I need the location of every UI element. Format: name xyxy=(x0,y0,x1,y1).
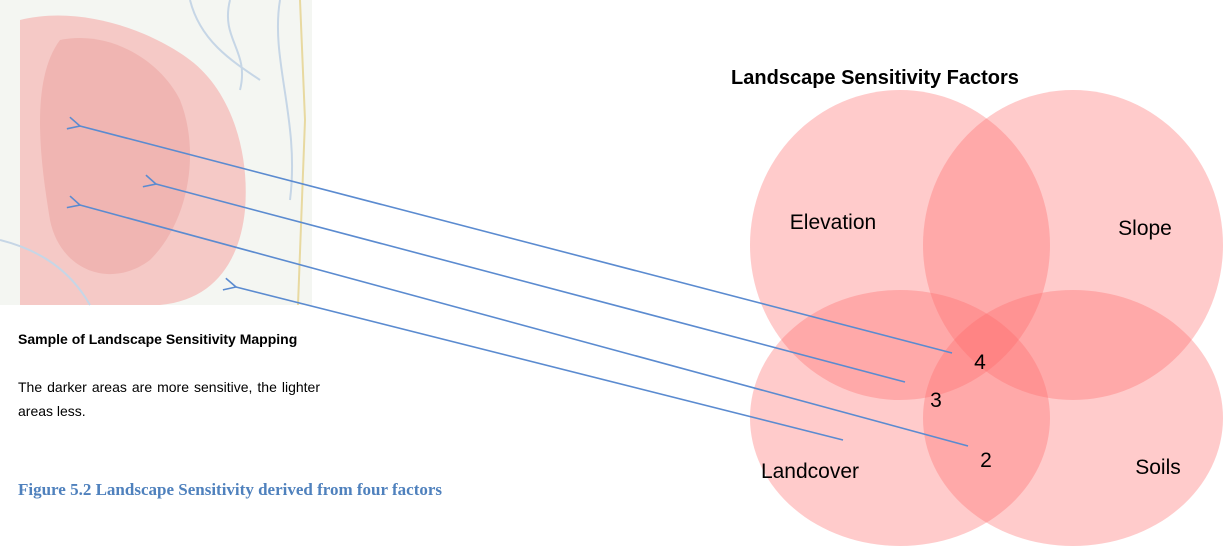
diagram: Landscape Sensitivity Factors Elevation … xyxy=(0,0,1226,547)
node-label: Slope xyxy=(1118,217,1172,240)
overlap-label: 3 xyxy=(930,389,942,412)
node-label: Landcover xyxy=(761,460,859,483)
figure-caption: Figure 5.2 Landscape Sensitivity derived… xyxy=(18,480,442,500)
map-caption-description: The darker areas are more sensitive, the… xyxy=(18,375,320,423)
node-label: Soils xyxy=(1135,456,1181,479)
arrow xyxy=(236,287,843,440)
node-label: Elevation xyxy=(790,211,876,234)
map-image xyxy=(0,0,312,305)
overlap-label: 2 xyxy=(980,449,992,472)
page: Landscape Sensitivity Factors Elevation … xyxy=(0,0,1226,547)
diagram-title: Landscape Sensitivity Factors xyxy=(731,67,1019,89)
ellipse xyxy=(923,290,1223,546)
overlap-label: 4 xyxy=(974,351,986,374)
map-caption-title: Sample of Landscape Sensitivity Mapping xyxy=(18,327,308,351)
